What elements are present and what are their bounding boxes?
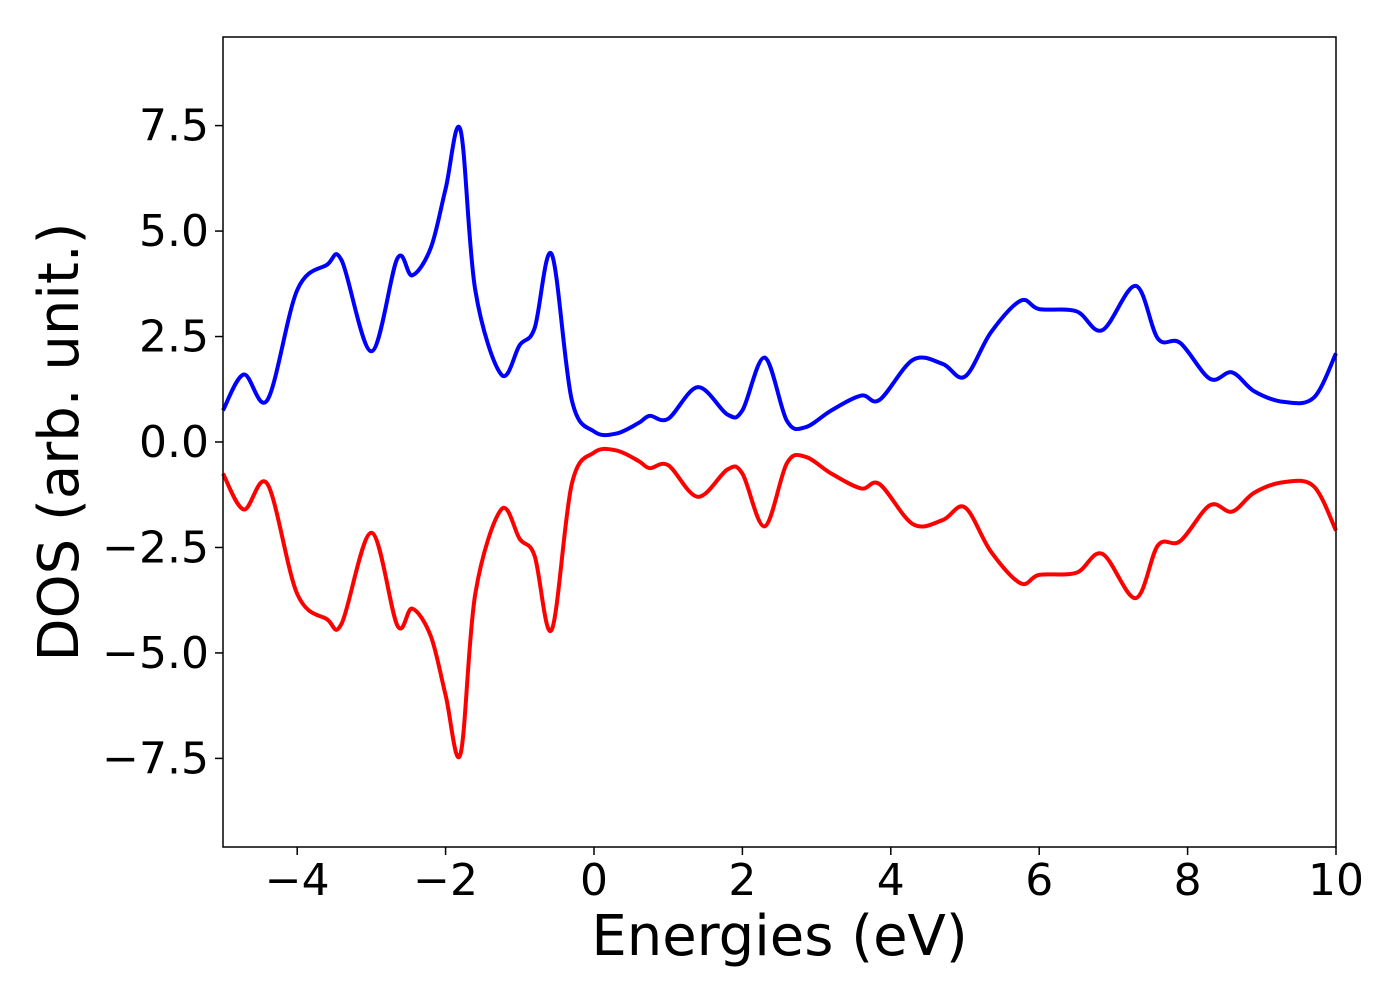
y-tick-label: 0.0 [139,417,209,468]
x-tick-label: −4 [265,855,330,906]
y-tick-label: −2.5 [102,522,209,573]
x-tick-label: 6 [1025,855,1053,906]
x-axis: −4 −2 0 2 4 6 8 10 [265,847,1364,906]
y-tick-label: 5.0 [139,206,209,257]
y-tick-label: −5.0 [102,628,209,679]
x-tick-label: 10 [1308,855,1364,906]
x-tick-label: 2 [728,855,756,906]
dos-series-down-line [221,446,1338,760]
y-tick-label: −7.5 [102,733,209,784]
y-tick-label: 7.5 [139,101,209,152]
y-axis-title: DOS (arb. unit.) [27,222,92,661]
x-axis-title: Energies (eV) [591,904,967,969]
plot-frame [222,36,1337,848]
x-tick-label: 0 [580,855,608,906]
x-tick-label: 8 [1174,855,1202,906]
dos-series-up-line [221,124,1338,438]
x-tick-label: 4 [877,855,905,906]
y-axis: 7.5 5.0 2.5 0.0 −2.5 −5.0 −7.5 [102,101,223,784]
x-tick-label: −2 [413,855,478,906]
y-tick-label: 2.5 [139,312,209,363]
series-layer [221,124,1338,760]
